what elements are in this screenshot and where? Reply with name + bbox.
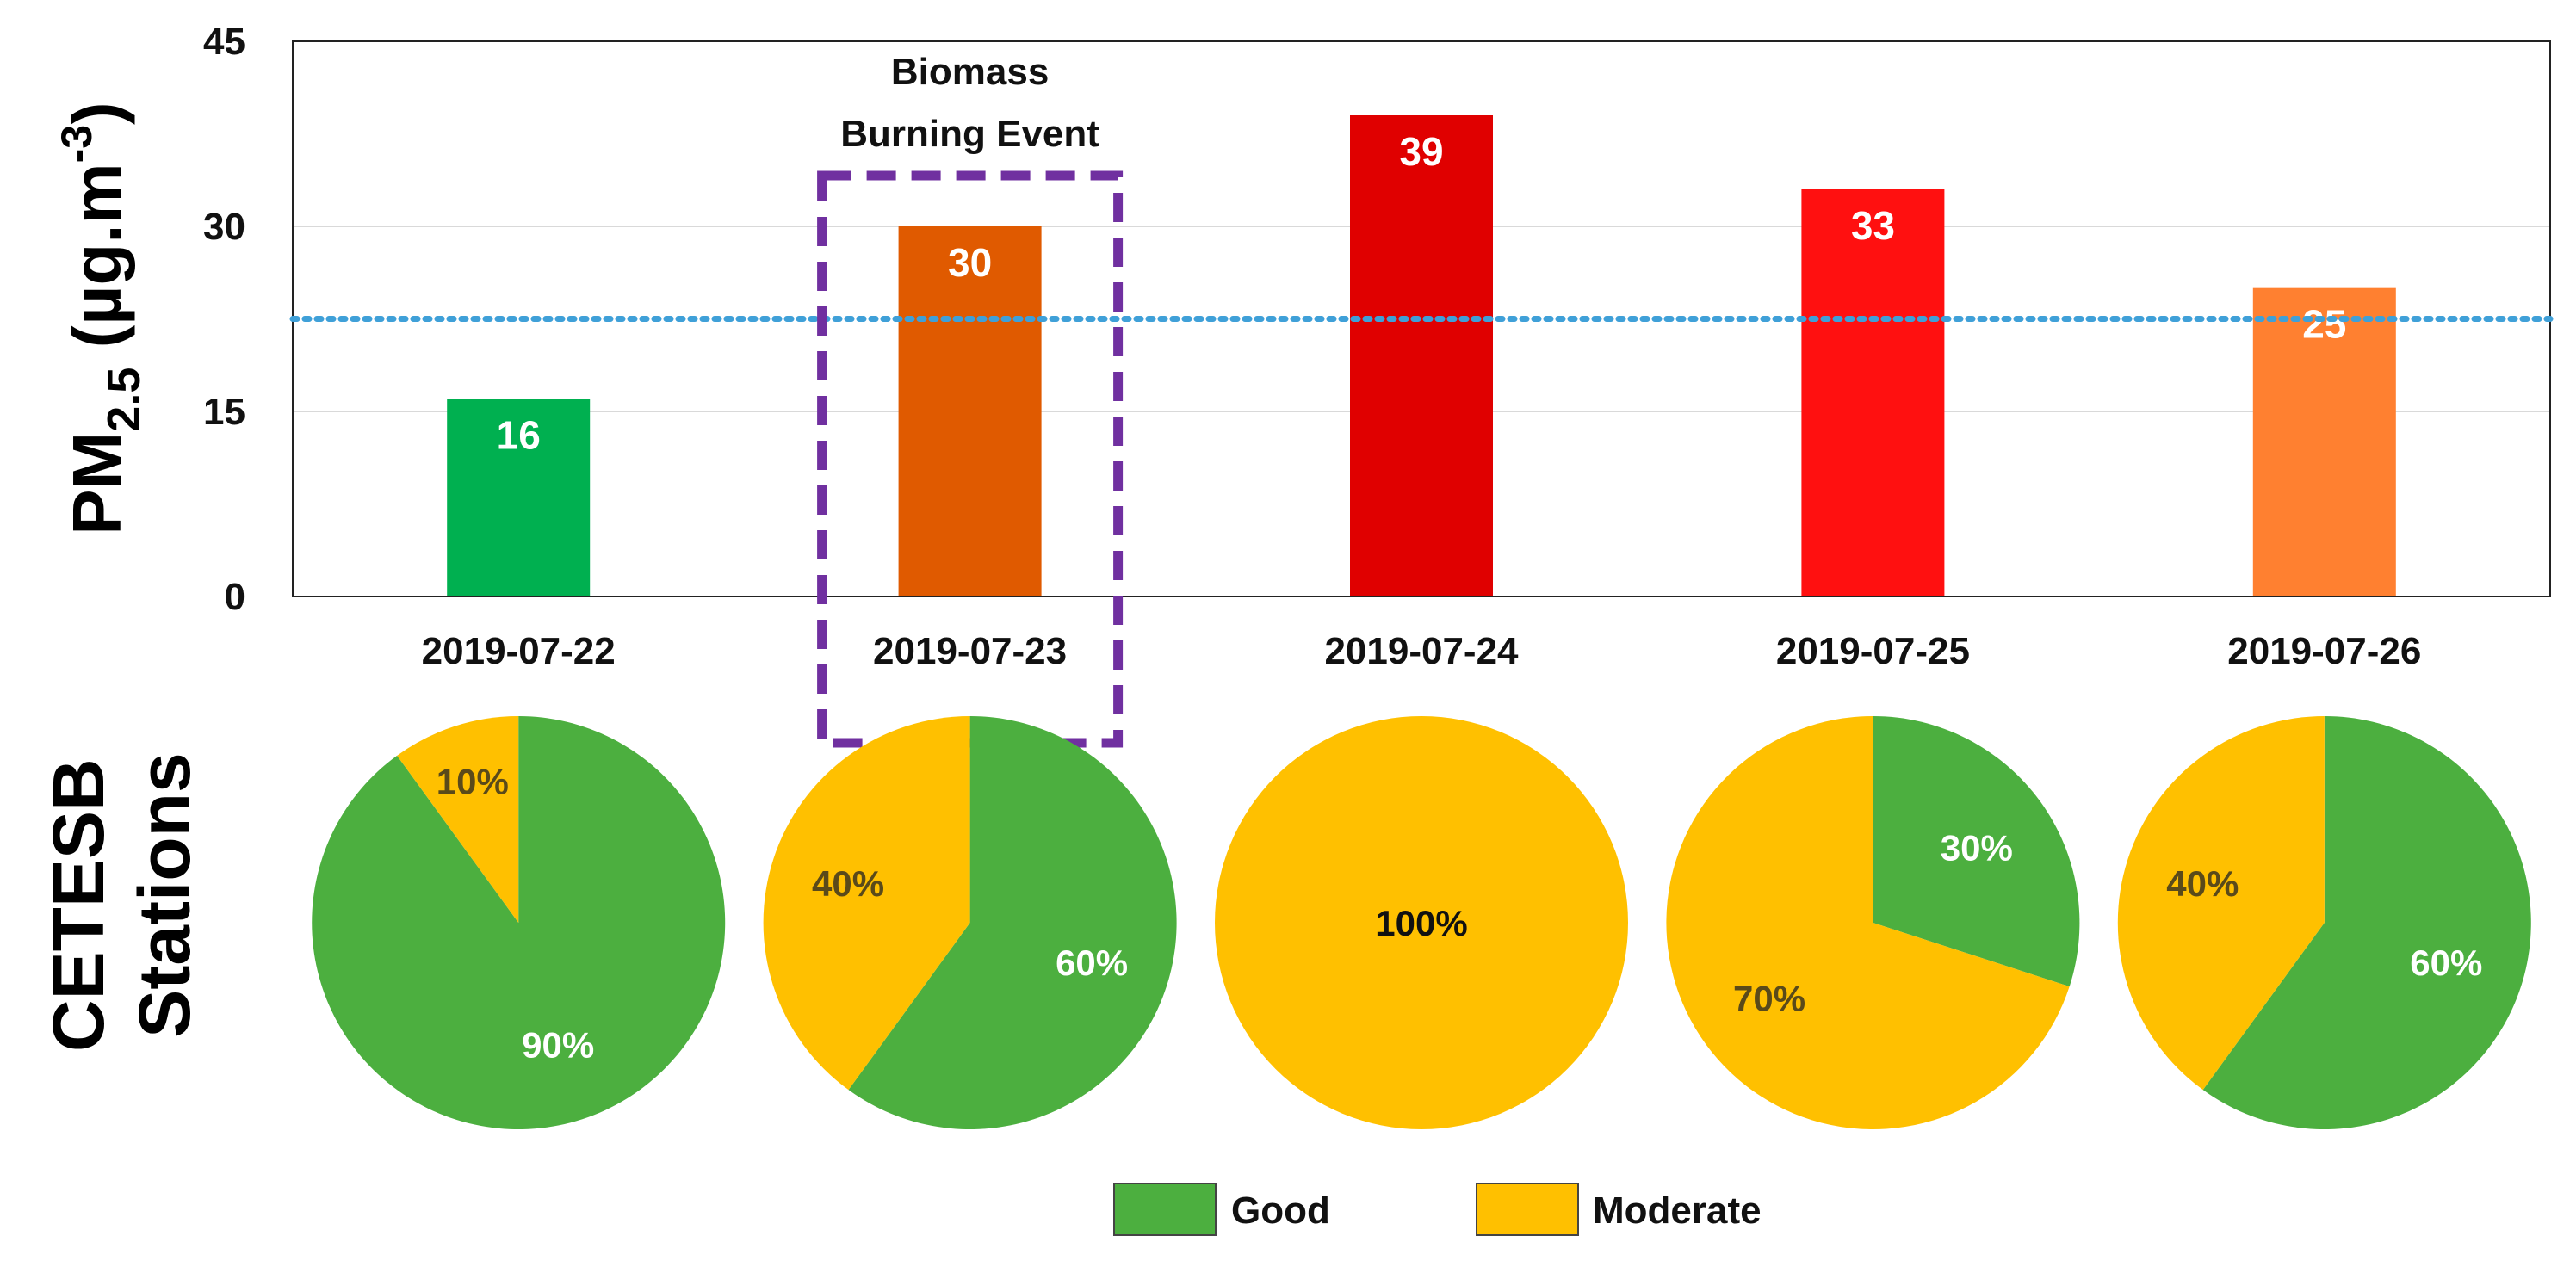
bar-value-label: 33 <box>1851 203 1895 248</box>
bars <box>447 115 2396 596</box>
y-label-close: ) <box>59 102 135 125</box>
legend-label-moderate: Moderate <box>1593 1190 1762 1232</box>
y-axis-label: PM2.5 (µg.m-3) <box>53 102 150 535</box>
pie-slice-moderate <box>397 716 519 923</box>
annotation-line-1: Biomass <box>891 51 1049 93</box>
y-tick-label: 0 <box>225 576 245 618</box>
x-category-label: 2019-07-22 <box>422 630 616 672</box>
pie-2019-07-23: 60% 40% <box>763 715 1177 1129</box>
x-category-label: 2019-07-25 <box>1776 630 1970 672</box>
bar-2019-07-25 <box>1801 189 1945 596</box>
pie-label-good: 90% <box>522 1025 594 1066</box>
pie-label-moderate: 70% <box>1733 978 1805 1018</box>
pie-slice-good <box>1873 716 2080 987</box>
bar-value-label: 30 <box>948 240 992 285</box>
x-category-label: 2019-07-24 <box>1324 630 1519 672</box>
y-label-subscript: 2.5 <box>98 368 150 432</box>
annotation-line-2: Burning Event <box>840 113 1099 155</box>
pie-title-line-1: CETESB <box>38 758 119 1052</box>
bar-value-label: 16 <box>497 413 541 458</box>
pie-slice-good <box>312 716 726 1130</box>
bar-2019-07-22 <box>447 399 591 596</box>
pie-label-moderate: 10% <box>437 762 509 802</box>
legend-swatch-moderate <box>1476 1183 1579 1236</box>
pie-label-good: 30% <box>1941 828 2013 868</box>
x-category-label: 2019-07-23 <box>873 630 1067 672</box>
pie-title-line-2: Stations <box>124 752 205 1037</box>
x-category-label: 2019-07-26 <box>2227 630 2421 672</box>
pie-slice-moderate <box>2117 716 2325 1091</box>
bar-2019-07-24 <box>1350 115 1493 596</box>
y-tick-label: 30 <box>203 206 245 248</box>
pie-label-moderate: 100% <box>1375 903 1467 943</box>
pie-label-moderate: 40% <box>812 863 884 904</box>
pie-slice-moderate <box>763 716 970 1091</box>
x-category-labels: 2019-07-22 2019-07-23 2019-07-24 2019-07-25… <box>422 630 2422 672</box>
bar-value-label: 39 <box>1399 129 1443 174</box>
pie-2019-07-26: 60% 40% <box>2117 716 2531 1129</box>
y-tick-label: 45 <box>203 21 245 63</box>
pie-label-good: 60% <box>2410 943 2482 983</box>
y-label-units: (µg.m <box>59 163 135 367</box>
pie-2019-07-24: 100% <box>1215 716 1628 1129</box>
y-tick-label: 15 <box>203 391 245 433</box>
pie-slice-moderate <box>1215 716 1628 1129</box>
legend-swatch-good <box>1113 1183 1217 1236</box>
bar-value-labels: 16 30 39 33 25 <box>497 129 2347 458</box>
pie-label-good: 60% <box>1056 943 1128 983</box>
pie-slice-moderate <box>1666 716 2070 1129</box>
pie-2019-07-25: 30% 70% <box>1666 716 2080 1129</box>
pie-charts: 90% 10% 60% 40% 100% 30% 70% 60% 40% <box>312 715 2531 1130</box>
y-tick-labels: 0 15 30 45 <box>203 21 245 618</box>
bar-2019-07-26 <box>2252 287 2396 596</box>
legend-label-good: Good <box>1231 1190 1330 1232</box>
y-label-main: PM <box>59 432 135 535</box>
pie-slice-good <box>2202 716 2531 1129</box>
pie-2019-07-22: 90% 10% <box>312 716 726 1130</box>
pie-label-moderate: 40% <box>2166 863 2239 904</box>
pie-slice-good <box>848 715 1177 1129</box>
pie-section: CETESB Stations 90% 10% 60% 40% 100% 30% 70% 60… <box>38 715 2531 1130</box>
pie-section-title: CETESB Stations <box>38 739 205 1052</box>
bar-value-label: 25 <box>2302 302 2346 347</box>
legend: Good Moderate <box>1113 1183 1762 1236</box>
y-label-superscript: -3 <box>53 125 101 163</box>
bar-2019-07-23 <box>898 226 1042 596</box>
